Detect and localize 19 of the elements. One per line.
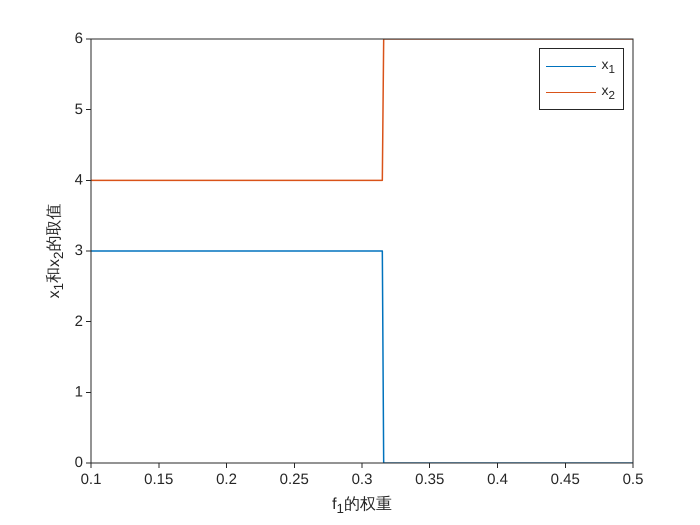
x-tick-label: 0.15: [144, 471, 174, 488]
x-tick-label: 0.5: [622, 471, 644, 488]
x-axis-title: f$_{1}$的权重: [331, 494, 393, 516]
y-tick-label: 5: [74, 100, 83, 118]
y-tick-label: 3: [74, 242, 83, 260]
x-tick-label: 0.25: [280, 471, 309, 488]
y-tick-label: 0: [74, 454, 83, 472]
x-tick-label: 0.3: [352, 471, 372, 488]
legend-label: x$_{1}$: [602, 56, 615, 76]
x-tick-label: 0.35: [415, 471, 444, 488]
x-tick-label: 0.4: [487, 471, 508, 488]
y-tick-label: 1: [74, 383, 83, 400]
y-tick-label: 4: [74, 171, 83, 188]
x-tick-label: 0.1: [80, 471, 102, 488]
y-tick-label: 2: [74, 312, 83, 330]
y-tick-label: 6: [74, 30, 83, 48]
x-tick-label: 0.45: [550, 471, 580, 488]
x-tick-label: 0.2: [216, 471, 237, 488]
legend-label: x$_{2}$: [602, 82, 615, 102]
